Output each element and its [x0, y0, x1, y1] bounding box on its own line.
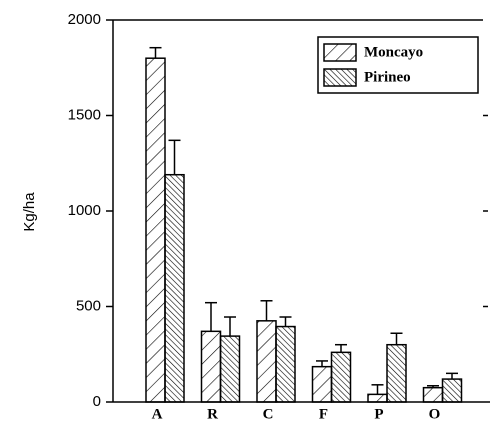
y-axis-label: Kg/ha [21, 192, 38, 232]
bar [422, 386, 444, 403]
bar [330, 351, 352, 403]
x-tick-label: C [263, 406, 274, 421]
legend-swatch [323, 43, 357, 62]
y-tick-label: 500 [76, 297, 101, 314]
bar [164, 173, 185, 403]
legend-swatch [323, 68, 357, 87]
x-tick-label: O [429, 406, 441, 421]
bar [311, 365, 333, 403]
bar [275, 325, 296, 403]
y-tick-label: 2000 [68, 11, 101, 28]
x-tick-label: A [152, 406, 163, 421]
x-tick-label: R [207, 406, 218, 421]
y-tick-label: 0 [93, 393, 101, 410]
bar [367, 393, 388, 403]
y-tick-label: 1500 [68, 106, 101, 123]
bar [145, 57, 166, 403]
bar [219, 335, 241, 403]
bar [200, 330, 222, 403]
legend-label: Moncayo [364, 44, 423, 60]
bar [441, 378, 463, 403]
x-tick-label: F [319, 406, 328, 421]
y-tick-label: 1000 [68, 202, 101, 219]
bar [256, 320, 277, 403]
bar [386, 343, 407, 403]
legend-label: Pirineo [364, 69, 411, 85]
x-tick-label: P [374, 406, 383, 421]
